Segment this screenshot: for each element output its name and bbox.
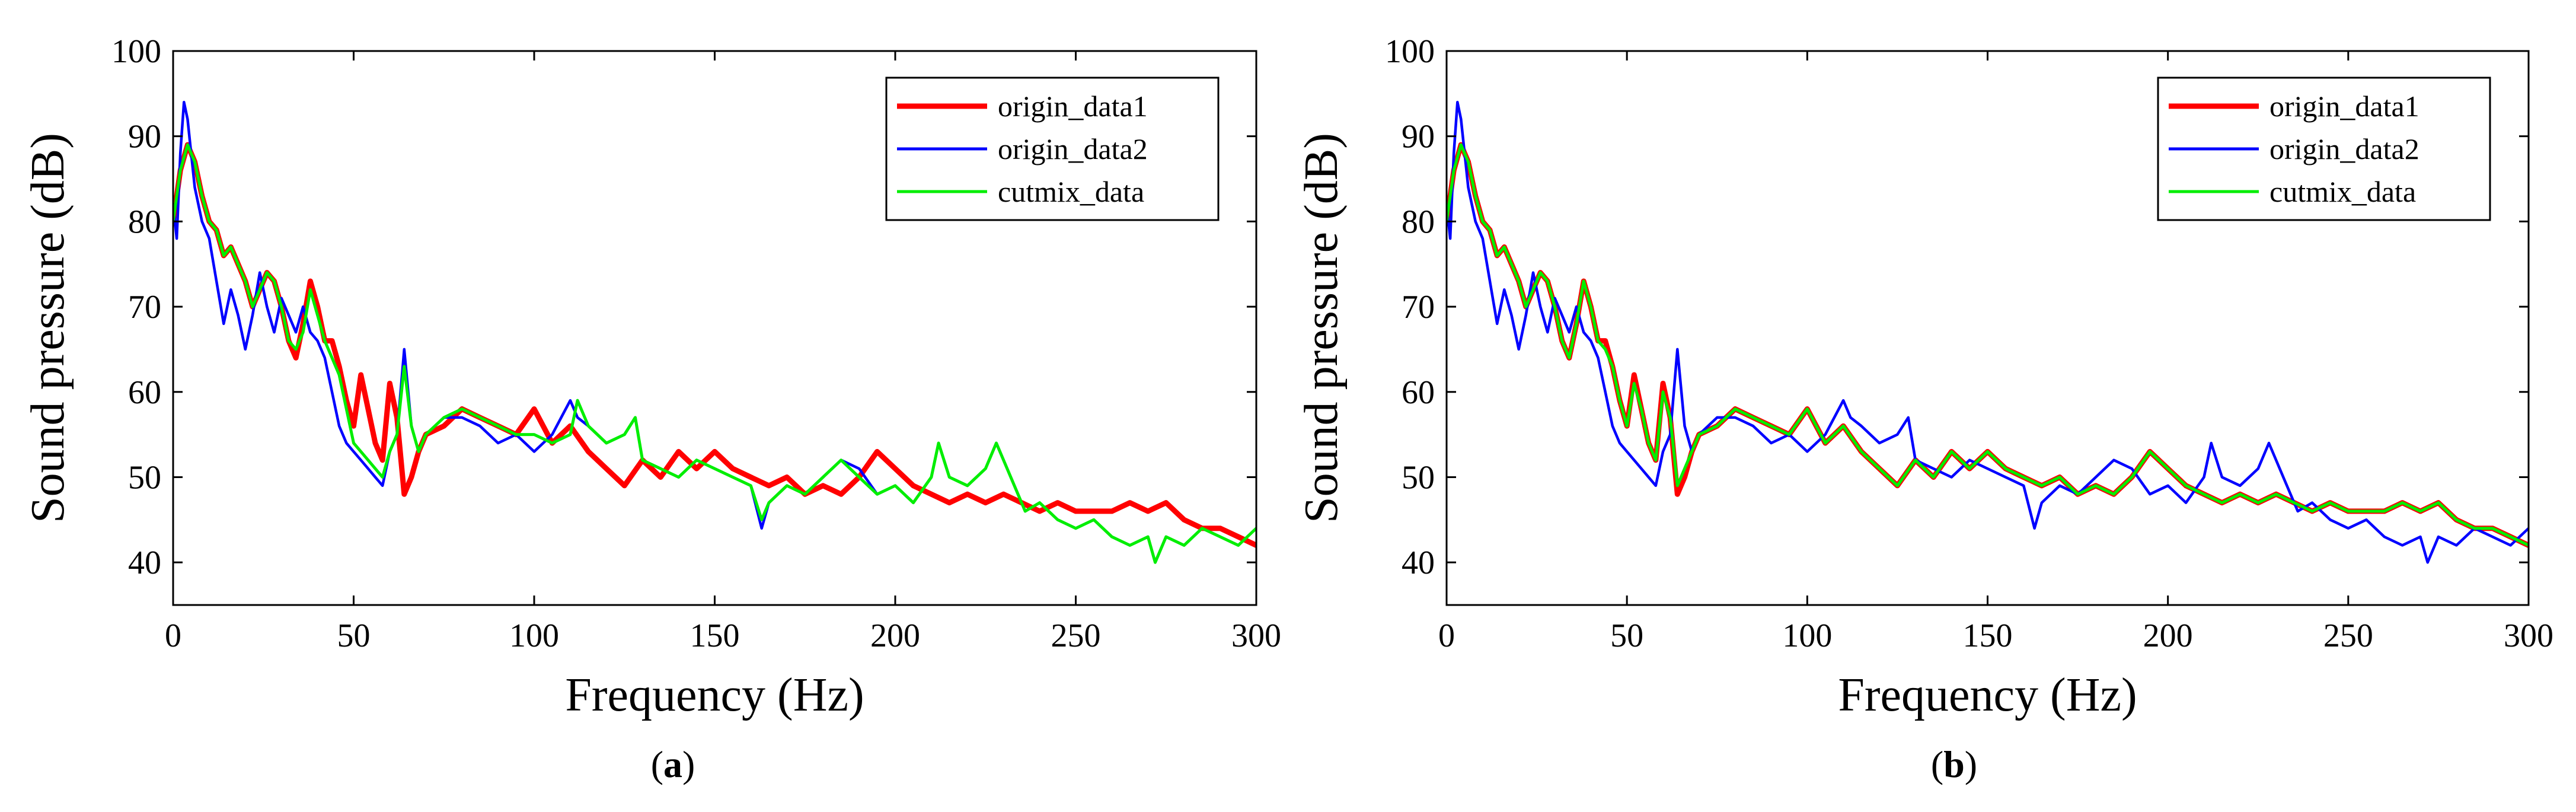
caption-letter: a [663,743,682,785]
y-tick-label: 100 [1385,33,1435,70]
y-axis-label: Sound pressure (dB) [22,133,74,523]
series-line-origin-data2 [1447,100,2529,564]
y-tick-label: 70 [1402,289,1435,326]
x-tick-label: 100 [509,617,559,654]
panel-caption: (b) [1931,743,1977,785]
y-tick-label: 90 [128,119,161,155]
y-tick-label: 100 [111,33,161,70]
x-tick-label: 0 [165,617,181,654]
chart-panel-b: 0 50 100 150 200 250 300405060708090100Frequen… [1295,33,2553,785]
x-tick-label: 200 [870,617,920,654]
caption-close-paren: ) [1965,743,1977,785]
series-line-cutmix-data [1447,143,2529,547]
caption-open-paren: ( [651,743,663,785]
y-tick-label: 50 [128,459,161,496]
y-tick-label: 80 [1402,203,1435,240]
x-tick-label: 300 [1231,617,1281,654]
x-tick-label: 200 [2143,617,2193,654]
x-tick-label: 250 [2323,617,2373,654]
x-tick-label: 250 [1051,617,1101,654]
y-tick-label: 50 [1402,459,1435,496]
legend-label: cutmix_data [998,175,1144,208]
legend-label: cutmix_data [2269,175,2416,208]
y-tick-label: 40 [128,544,161,581]
legend: origin_data1 origin_data2 cutmix_data [2157,77,2491,221]
legend: origin_data1 origin_data2 cutmix_data [885,77,1220,221]
x-tick-label: 0 [1438,617,1455,654]
chart-panel-a: 0 50 100 150 200 250 300405060708090100Frequen… [22,33,1281,785]
y-tick-label: 40 [1402,544,1435,581]
legend-label: origin_data1 [998,90,1148,123]
x-tick-label: 300 [2504,617,2553,654]
legend-label: origin_data2 [998,132,1148,165]
y-tick-label: 90 [1402,119,1435,155]
legend-label: origin_data1 [2269,90,2419,123]
x-tick-label: 100 [1782,617,1832,654]
y-axis-label: Sound pressure (dB) [1295,133,1348,523]
series-lines [1447,100,2529,564]
y-tick-label: 80 [128,203,161,240]
x-tick-label: 150 [1963,617,2013,654]
x-axis-label: Frequency (Hz) [1838,669,2137,721]
panel-caption: (a) [651,743,695,785]
y-tick-label: 60 [128,374,161,411]
y-tick-label: 70 [128,289,161,326]
series-lines [173,100,1256,564]
x-tick-label: 50 [337,617,371,654]
caption-open-paren: ( [1931,743,1943,785]
x-tick-label: 150 [690,617,740,654]
caption-letter: b [1943,743,1965,785]
caption-close-paren: ) [682,743,695,785]
x-axis-label: Frequency (Hz) [565,669,864,721]
y-tick-label: 60 [1402,374,1435,411]
legend-label: origin_data2 [2269,132,2419,165]
x-tick-label: 50 [1610,617,1643,654]
series-line-cutmix-data [173,143,1256,564]
